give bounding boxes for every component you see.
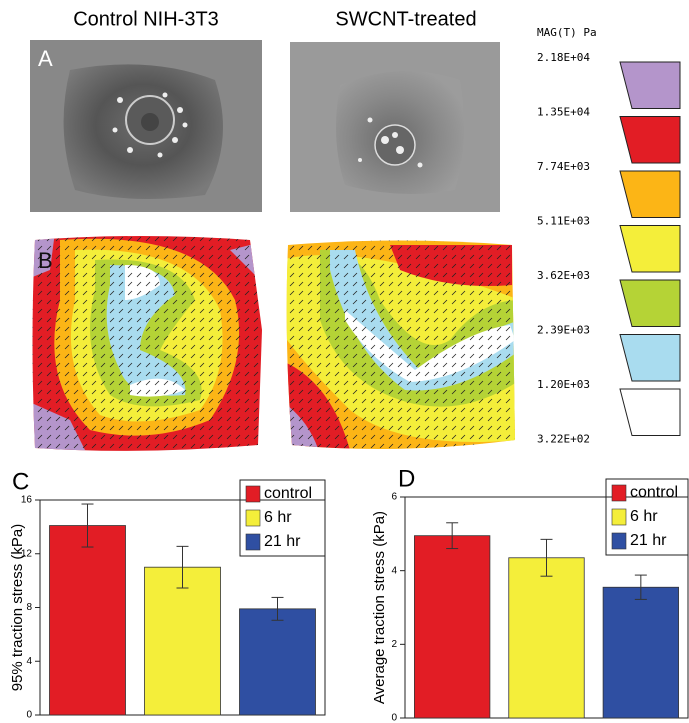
bar — [508, 557, 585, 719]
legend-label: control — [630, 484, 678, 501]
traction-map — [32, 236, 262, 451]
traction-map — [286, 240, 515, 449]
scale-label: 3.62E+03 — [537, 269, 590, 282]
scale-swatch — [619, 61, 681, 109]
legend-box — [605, 478, 689, 556]
scale-label: 7.74E+03 — [537, 160, 590, 173]
scale-swatch — [619, 116, 681, 164]
y-tick-label: 8 — [26, 602, 32, 613]
y-tick-label: 16 — [21, 495, 33, 506]
legend-label: control — [264, 485, 312, 502]
y-tick-label: 2 — [391, 639, 397, 650]
y-axis-title: Average traction stress (kPa) — [371, 511, 388, 704]
panel-letter: C — [12, 468, 29, 495]
scale-swatch — [619, 225, 681, 273]
legend-swatch — [611, 484, 627, 502]
bar — [414, 535, 491, 719]
bar-chart: 0 4 8 12 16 control 6 hr 21 hr C 95% traction str… — [9, 468, 326, 721]
scale-label: 3.22E+02 — [537, 433, 590, 446]
bar — [602, 586, 679, 719]
legend-box — [239, 479, 326, 557]
y-tick-label: 0 — [26, 710, 32, 721]
phase-image — [30, 40, 262, 212]
phase-image — [290, 42, 500, 212]
y-tick-label: 0 — [391, 713, 397, 723]
y-axis-title: 95% traction stress (kPa) — [9, 524, 26, 692]
bar-chart: 0 2 4 6 control 6 hr 21 hr D Average traction st… — [371, 465, 689, 723]
y-tick-label: 12 — [21, 548, 33, 559]
scale-label: 5.11E+03 — [537, 215, 590, 228]
scale-label: 2.18E+04 — [537, 51, 590, 64]
legend-label: 6 hr — [630, 508, 658, 525]
panel-letter: D — [398, 465, 415, 492]
legend-label: 21 hr — [630, 532, 667, 549]
bar — [49, 525, 126, 716]
y-tick-label: 4 — [391, 565, 397, 576]
column-title: Control NIH-3T3 — [73, 8, 219, 30]
scale-title: MAG(T) Pa — [537, 26, 597, 39]
scale-swatch — [619, 388, 681, 436]
scale-label: 1.35E+04 — [537, 106, 590, 119]
bar-charts: 0 4 8 12 16 control 6 hr 21 hr C 95% traction str… — [9, 465, 689, 723]
y-tick-label: 6 — [391, 492, 397, 503]
legend-label: 21 hr — [264, 533, 301, 550]
legend-swatch — [245, 485, 261, 503]
scale-swatch — [619, 334, 681, 382]
legend-swatch — [611, 532, 627, 550]
column-title: SWCNT-treated — [335, 8, 476, 30]
legend-swatch — [245, 533, 261, 551]
scale-label: 2.39E+03 — [537, 324, 590, 337]
scale-swatch — [619, 170, 681, 218]
scale-label: 1.20E+03 — [537, 378, 590, 391]
legend-label: 6 hr — [264, 509, 292, 526]
legend-swatch — [611, 508, 627, 526]
bar — [144, 566, 221, 716]
panel-letter: B — [38, 248, 53, 273]
color-scale: 2.18E+04 1.35E+04 7.74E+03 5.11E+03 3.62E+03… — [537, 51, 681, 446]
y-tick-label: 4 — [26, 656, 32, 667]
bar — [239, 608, 316, 716]
scale-swatch — [619, 279, 681, 327]
legend-swatch — [245, 509, 261, 527]
panel-letter: A — [38, 46, 53, 71]
